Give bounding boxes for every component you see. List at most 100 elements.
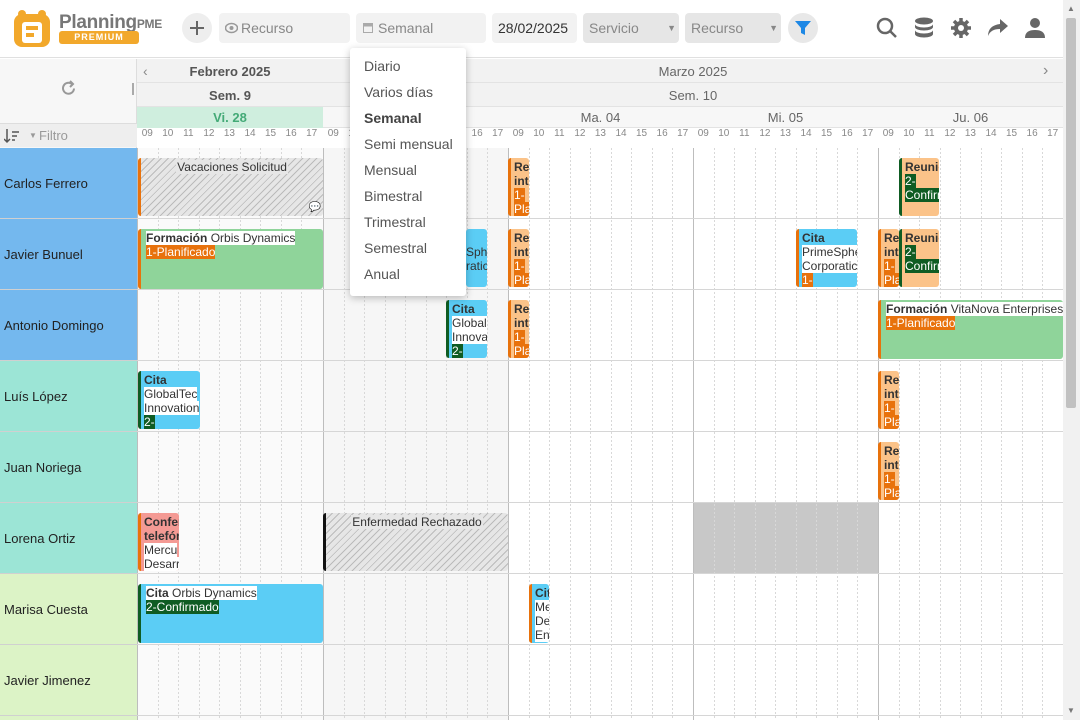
resource-select[interactable]: Recurso ▼ — [685, 13, 781, 43]
menu-item-semestral[interactable]: Semestral — [364, 240, 428, 256]
filter-button[interactable] — [788, 13, 818, 43]
menu-item-mensual[interactable]: Mensual — [364, 162, 417, 178]
hour-grid-line — [426, 148, 427, 720]
hour-label: 09 — [512, 128, 524, 139]
hour-label: 17 — [677, 128, 689, 139]
hour-label: 17 — [492, 128, 504, 139]
event-phone-conference[interactable]: ConfertelefónMercuDesarr — [138, 513, 179, 571]
resource-row[interactable]: Antonio Domingo — [0, 290, 137, 361]
hour-grid-line — [301, 148, 302, 720]
week-label: Sem. 9 — [209, 88, 251, 103]
vertical-scrollbar[interactable]: ▲ ▼ — [1063, 0, 1080, 720]
add-button[interactable] — [182, 13, 212, 43]
event-absence[interactable]: Vacaciones Solicitud 💬 — [138, 158, 323, 216]
hour-grid-line — [672, 148, 673, 720]
menu-item-semi-mensual[interactable]: Semi mensual — [364, 136, 453, 152]
chevron-down-icon: ▼ — [29, 131, 37, 140]
event-appointment[interactable]: Cita Orbis Dynamics 2-Confirmado — [138, 584, 323, 643]
event-absence[interactable]: Enfermedad Rechazado — [323, 513, 508, 571]
event-meeting[interactable]: Reunió2-Confirm — [899, 158, 939, 216]
scrollbar-thumb[interactable] — [1066, 18, 1076, 408]
scroll-up-icon[interactable]: ▲ — [1067, 4, 1075, 13]
menu-item-diario[interactable]: Diario — [364, 58, 401, 74]
share-button[interactable] — [983, 13, 1013, 43]
event-training[interactable]: Formación Orbis Dynamics 1-Planificado — [138, 229, 323, 289]
hour-label: 16 — [841, 128, 853, 139]
resource-row[interactable]: Lorena Ortiz — [0, 503, 137, 574]
hour-grid-line — [837, 148, 838, 720]
hour-grid-line — [1022, 148, 1023, 720]
month-label: Marzo 2025 — [658, 64, 728, 79]
filter-icon — [795, 21, 811, 35]
event-appointment[interactable]: Cita Global Innova 2- — [446, 300, 487, 358]
resource-search-input[interactable]: Recurso — [219, 13, 350, 43]
chevron-down-icon: ▼ — [667, 23, 676, 33]
resource-row[interactable]: Javier Jimenez — [0, 645, 137, 716]
plus-icon — [190, 21, 204, 35]
filter-input[interactable]: Filtro — [39, 128, 68, 143]
settings-button[interactable] — [946, 13, 976, 43]
day-label: Ma. 04 — [580, 110, 621, 125]
hour-grid-line — [219, 148, 220, 720]
user-button[interactable] — [1020, 13, 1050, 43]
hour-label: 11 — [739, 128, 750, 139]
event-appointment[interactable]: Spheratic — [466, 229, 487, 287]
resize-handle[interactable] — [132, 83, 134, 95]
hour-label: 09 — [141, 128, 153, 139]
row-divider — [137, 715, 1063, 716]
event-appointment[interactable]: Cita GlobalTec Innovation 2- — [138, 371, 200, 429]
hour-label: 10 — [533, 128, 545, 139]
hour-grid-line — [919, 148, 920, 720]
menu-item-bimestral[interactable]: Bimestral — [364, 188, 423, 204]
sort-icon[interactable] — [4, 128, 20, 144]
planningpme-logo-icon[interactable] — [12, 8, 52, 48]
menu-item-semanal[interactable]: Semanal — [364, 110, 422, 126]
hour-grid-line — [549, 148, 550, 720]
event-meeting[interactable]: Reunió2-Confirm — [899, 229, 939, 287]
event-training[interactable]: Formación VitaNova Enterprises 1-Planific… — [878, 300, 1063, 359]
scroll-down-icon[interactable]: ▼ — [1067, 706, 1075, 715]
row-divider — [137, 360, 1063, 361]
hour-label: 15 — [1005, 128, 1018, 139]
view-select[interactable]: Semanal — [356, 13, 486, 43]
resource-row[interactable]: Juan Noriega — [0, 432, 137, 503]
resource-row[interactable]: Luís López — [0, 361, 137, 432]
service-select[interactable]: Servicio ▼ — [583, 13, 679, 43]
hour-grid-line — [385, 148, 386, 720]
menu-item-varios-dias[interactable]: Varios días — [364, 84, 433, 100]
hour-grid-line — [590, 148, 591, 720]
resource-row[interactable] — [0, 716, 137, 720]
menu-item-trimestral[interactable]: Trimestral — [364, 214, 426, 230]
hour-grid-line — [796, 148, 797, 720]
hour-label: 09 — [882, 128, 894, 139]
hour-grid-line — [137, 148, 138, 720]
search-button[interactable] — [872, 13, 902, 43]
resource-row[interactable]: Carlos Ferrero — [0, 148, 137, 219]
brand-name: PlanningPME — [59, 12, 162, 33]
hour-grid-line — [405, 148, 406, 720]
hour-grid-line — [693, 148, 694, 720]
previous-arrow-icon[interactable]: ‹ — [143, 63, 148, 79]
next-arrow-icon[interactable]: › — [1043, 62, 1049, 79]
database-button[interactable] — [909, 13, 939, 43]
resource-row[interactable]: Marisa Cuesta — [0, 574, 137, 645]
event-appointment[interactable]: CitMeDeEn — [529, 584, 549, 643]
hour-grid-line — [755, 148, 756, 720]
resource-row[interactable]: Javier Bunuel — [0, 219, 137, 290]
day-label: Vi. 28 — [213, 110, 247, 125]
hour-label: 13 — [964, 128, 976, 139]
menu-item-anual[interactable]: Anual — [364, 266, 400, 282]
hour-label: 14 — [244, 128, 256, 139]
date-input[interactable]: 28/02/2025 — [492, 13, 577, 43]
event-appointment[interactable]: Cita PrimeSphe Corporatic 1- — [796, 229, 857, 287]
refresh-icon[interactable] — [60, 80, 77, 97]
hour-grid-line — [570, 148, 571, 720]
hour-label: 14 — [985, 128, 997, 139]
